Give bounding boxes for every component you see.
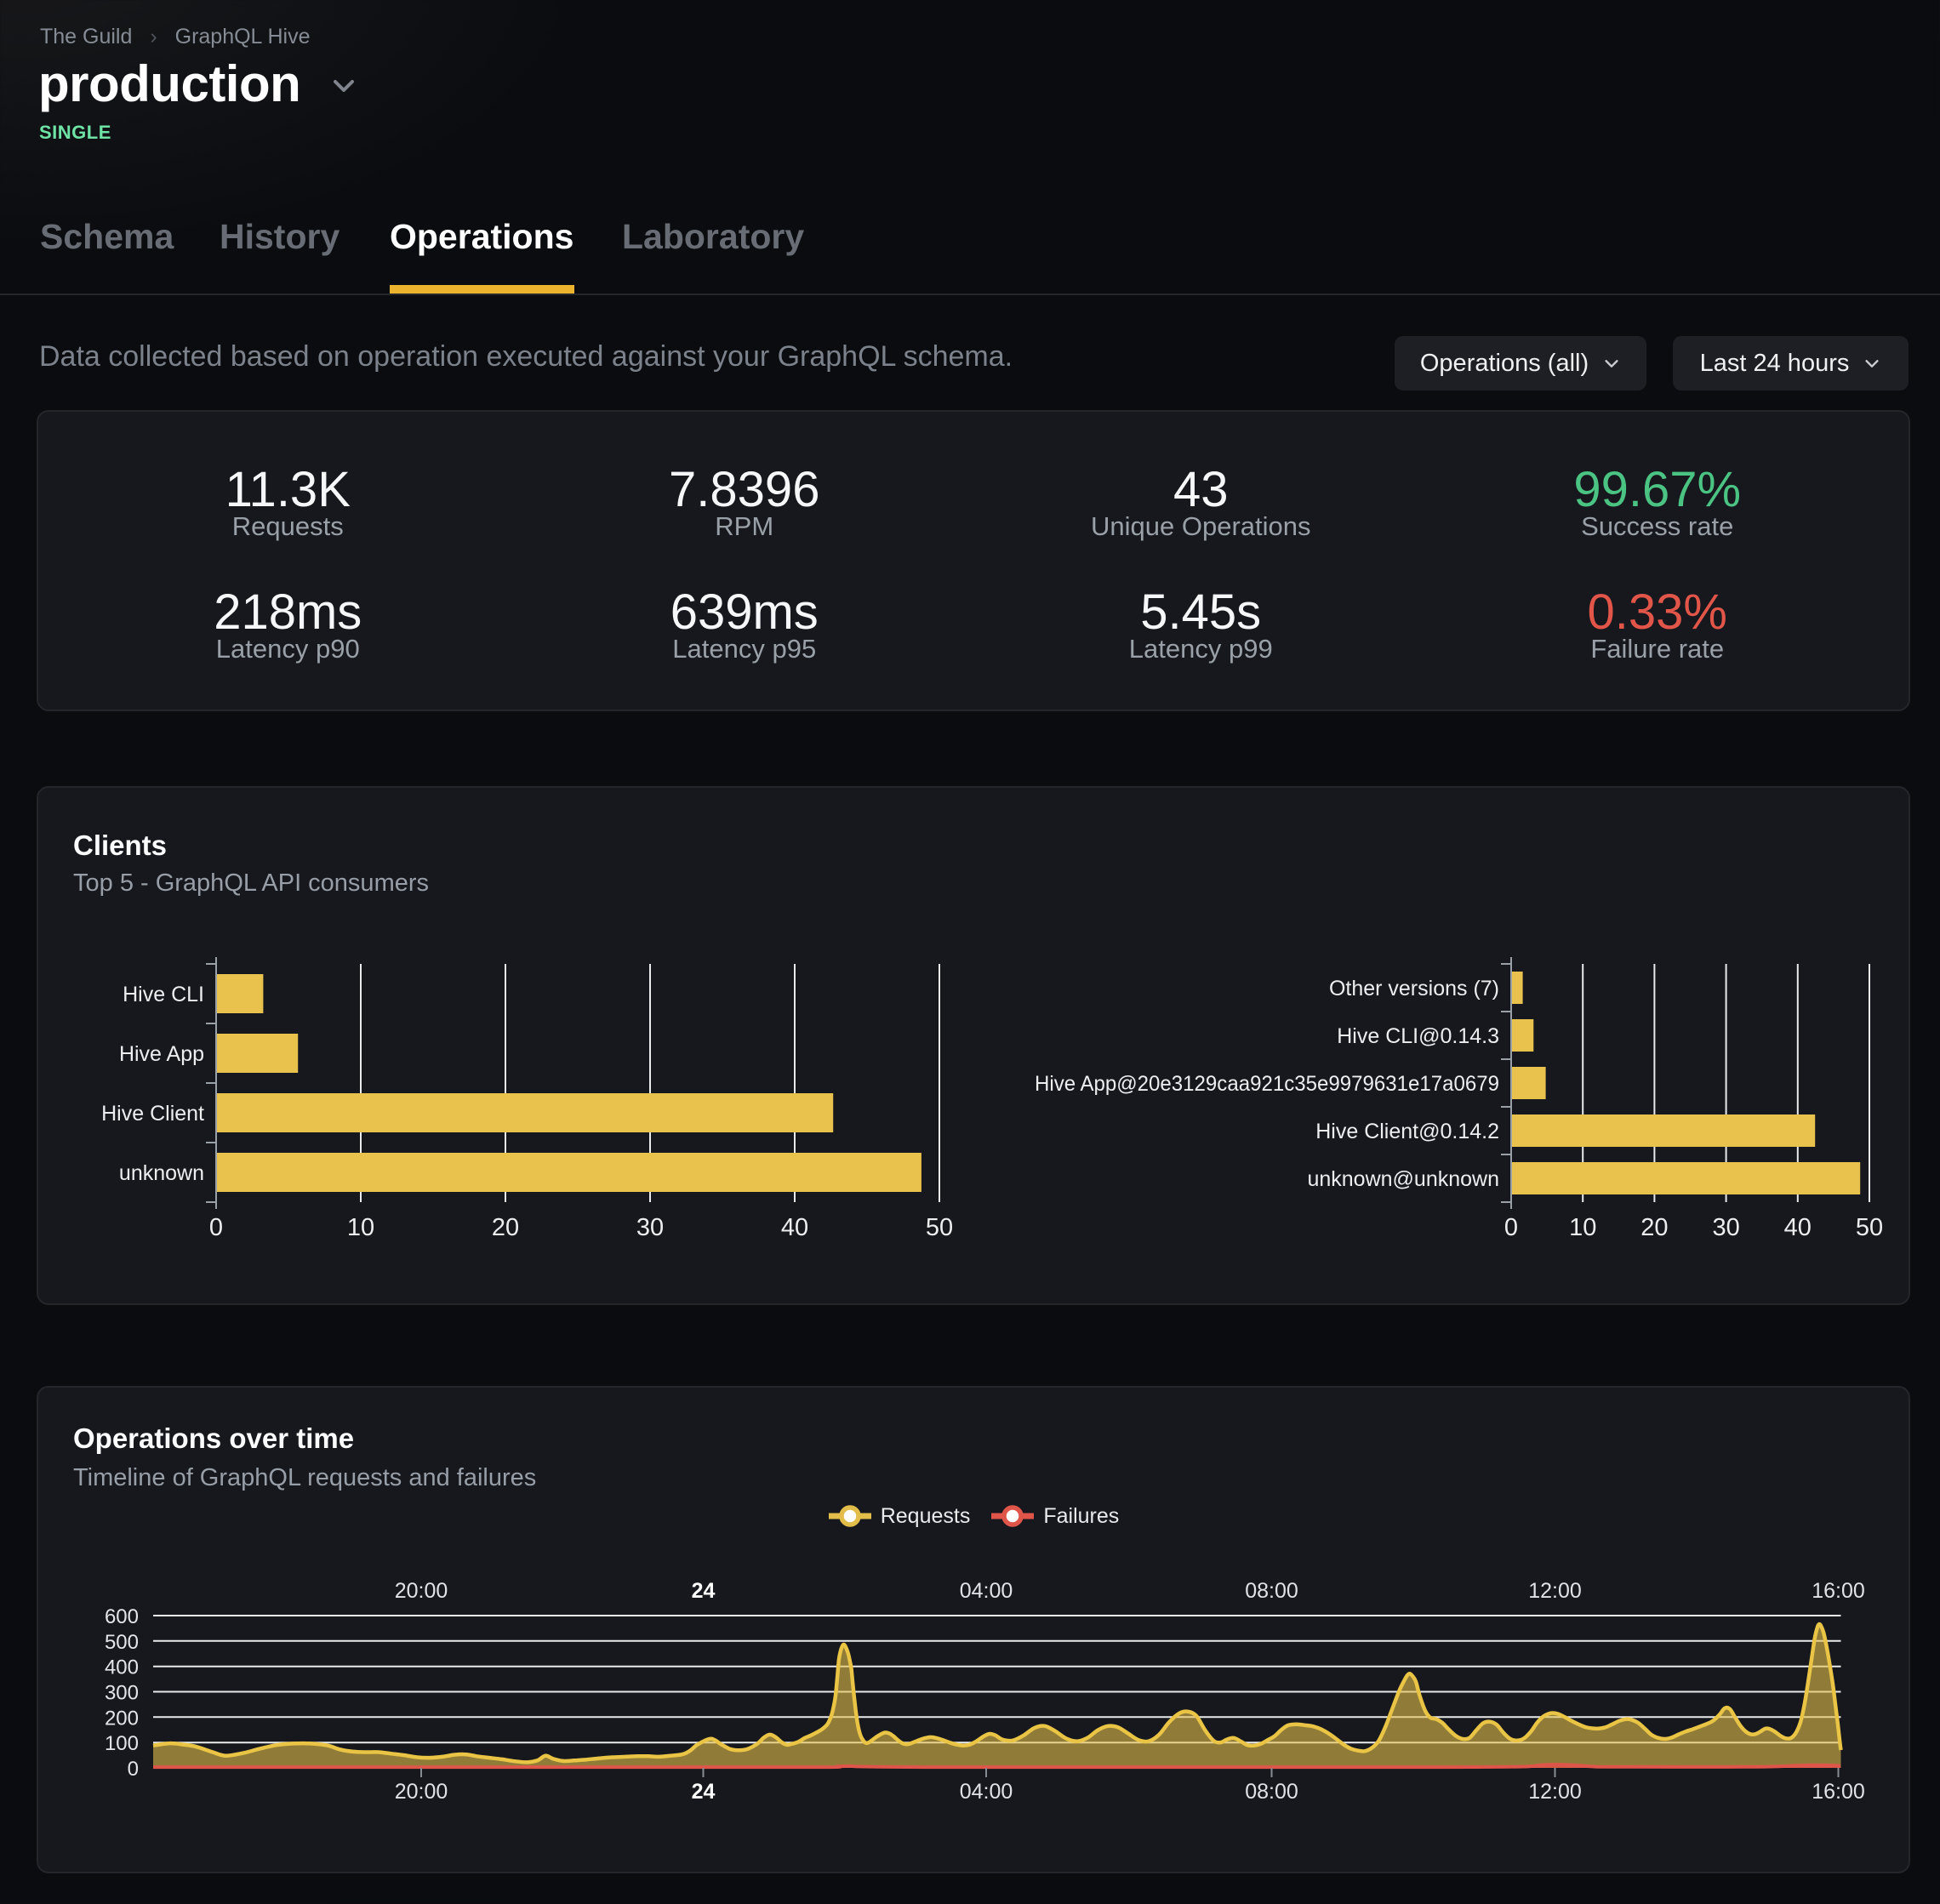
- svg-text:Hive CLI@0.14.3: Hive CLI@0.14.3: [1337, 1024, 1499, 1048]
- svg-text:100: 100: [105, 1732, 139, 1755]
- svg-text:16:00: 16:00: [1812, 1579, 1865, 1603]
- svg-text:24: 24: [692, 1579, 716, 1603]
- svg-text:50: 50: [926, 1214, 953, 1241]
- svg-text:0: 0: [128, 1758, 139, 1781]
- svg-text:Hive App: Hive App: [119, 1042, 204, 1066]
- svg-text:04:00: 04:00: [960, 1780, 1013, 1804]
- svg-text:50: 50: [1856, 1214, 1883, 1241]
- svg-text:unknown: unknown: [119, 1161, 204, 1185]
- svg-text:400: 400: [105, 1656, 139, 1679]
- svg-text:30: 30: [1712, 1214, 1739, 1241]
- svg-text:08:00: 08:00: [1245, 1579, 1298, 1603]
- svg-text:30: 30: [636, 1214, 664, 1241]
- svg-text:20: 20: [1640, 1214, 1668, 1241]
- svg-text:12:00: 12:00: [1528, 1579, 1582, 1603]
- svg-text:16:00: 16:00: [1812, 1780, 1865, 1804]
- svg-text:Hive Client: Hive Client: [101, 1102, 204, 1126]
- svg-text:300: 300: [105, 1682, 139, 1705]
- svg-text:40: 40: [1784, 1214, 1812, 1241]
- svg-text:40: 40: [781, 1214, 808, 1241]
- svg-text:Other versions (7): Other versions (7): [1329, 977, 1499, 1000]
- svg-text:Hive CLI: Hive CLI: [123, 983, 204, 1006]
- svg-text:10: 10: [1569, 1214, 1596, 1241]
- svg-text:200: 200: [105, 1707, 139, 1730]
- svg-text:24: 24: [692, 1780, 716, 1804]
- svg-text:10: 10: [347, 1214, 374, 1241]
- svg-text:12:00: 12:00: [1528, 1780, 1582, 1804]
- svg-text:0: 0: [1504, 1214, 1518, 1241]
- svg-text:Hive App@20e3129caa921c35e9979: Hive App@20e3129caa921c35e9979631e17a067…: [1035, 1072, 1499, 1096]
- svg-text:20: 20: [492, 1214, 519, 1241]
- svg-text:500: 500: [105, 1631, 139, 1654]
- svg-text:0: 0: [209, 1214, 223, 1241]
- svg-text:600: 600: [105, 1605, 139, 1628]
- svg-text:04:00: 04:00: [960, 1579, 1013, 1603]
- svg-text:unknown@unknown: unknown@unknown: [1307, 1167, 1499, 1191]
- svg-text:20:00: 20:00: [395, 1780, 448, 1804]
- svg-text:08:00: 08:00: [1245, 1780, 1298, 1804]
- svg-text:Hive Client@0.14.2: Hive Client@0.14.2: [1315, 1120, 1499, 1143]
- svg-text:20:00: 20:00: [395, 1579, 448, 1603]
